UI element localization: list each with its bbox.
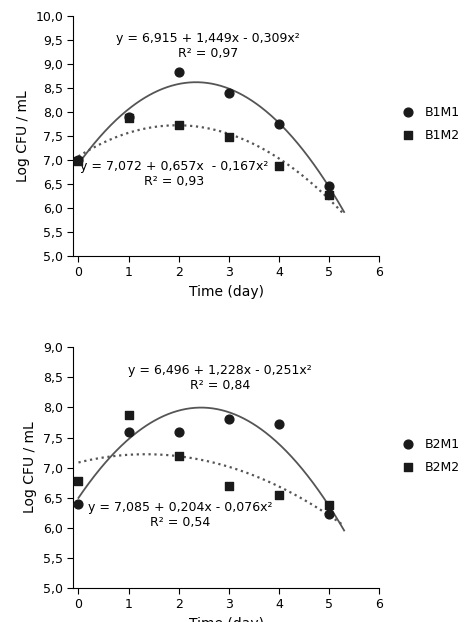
- Text: y = 7,072 + 0,657x  - 0,167x²
R² = 0,93: y = 7,072 + 0,657x - 0,167x² R² = 0,93: [80, 160, 269, 188]
- Text: y = 7,085 + 0,204x - 0,076x²
R² = 0,54: y = 7,085 + 0,204x - 0,076x² R² = 0,54: [88, 501, 273, 529]
- B2M2: [75, 476, 82, 486]
- Y-axis label: Log CFU / mL: Log CFU / mL: [16, 90, 29, 182]
- Legend: B2M1, B2M2: B2M1, B2M2: [395, 436, 461, 475]
- B1M1: [325, 181, 333, 191]
- X-axis label: Time (day): Time (day): [189, 617, 264, 622]
- B2M1: [325, 509, 333, 519]
- B1M2: [225, 132, 233, 142]
- B1M2: [75, 156, 82, 166]
- B1M1: [175, 67, 182, 77]
- B1M2: [125, 113, 132, 123]
- B2M2: [125, 410, 132, 420]
- B2M1: [275, 419, 283, 429]
- B1M1: [275, 119, 283, 129]
- Text: y = 6,915 + 1,449x - 0,309x²
R² = 0,97: y = 6,915 + 1,449x - 0,309x² R² = 0,97: [116, 32, 300, 60]
- B1M2: [325, 190, 333, 200]
- Y-axis label: Log CFU / mL: Log CFU / mL: [24, 422, 37, 513]
- B1M2: [275, 160, 283, 170]
- B1M1: [125, 111, 132, 121]
- B1M2: [175, 119, 182, 129]
- B2M1: [125, 427, 132, 437]
- B2M2: [175, 450, 182, 460]
- Legend: B1M1, B1M2: B1M1, B1M2: [395, 104, 461, 143]
- B2M2: [325, 500, 333, 510]
- B1M1: [225, 88, 233, 98]
- B2M1: [225, 414, 233, 424]
- B2M2: [225, 481, 233, 491]
- B2M1: [75, 499, 82, 509]
- Text: y = 6,496 + 1,228x - 0,251x²
R² = 0,84: y = 6,496 + 1,228x - 0,251x² R² = 0,84: [128, 364, 312, 392]
- B2M1: [175, 427, 182, 437]
- B1M1: [75, 155, 82, 165]
- B2M2: [275, 490, 283, 499]
- X-axis label: Time (day): Time (day): [189, 285, 264, 299]
